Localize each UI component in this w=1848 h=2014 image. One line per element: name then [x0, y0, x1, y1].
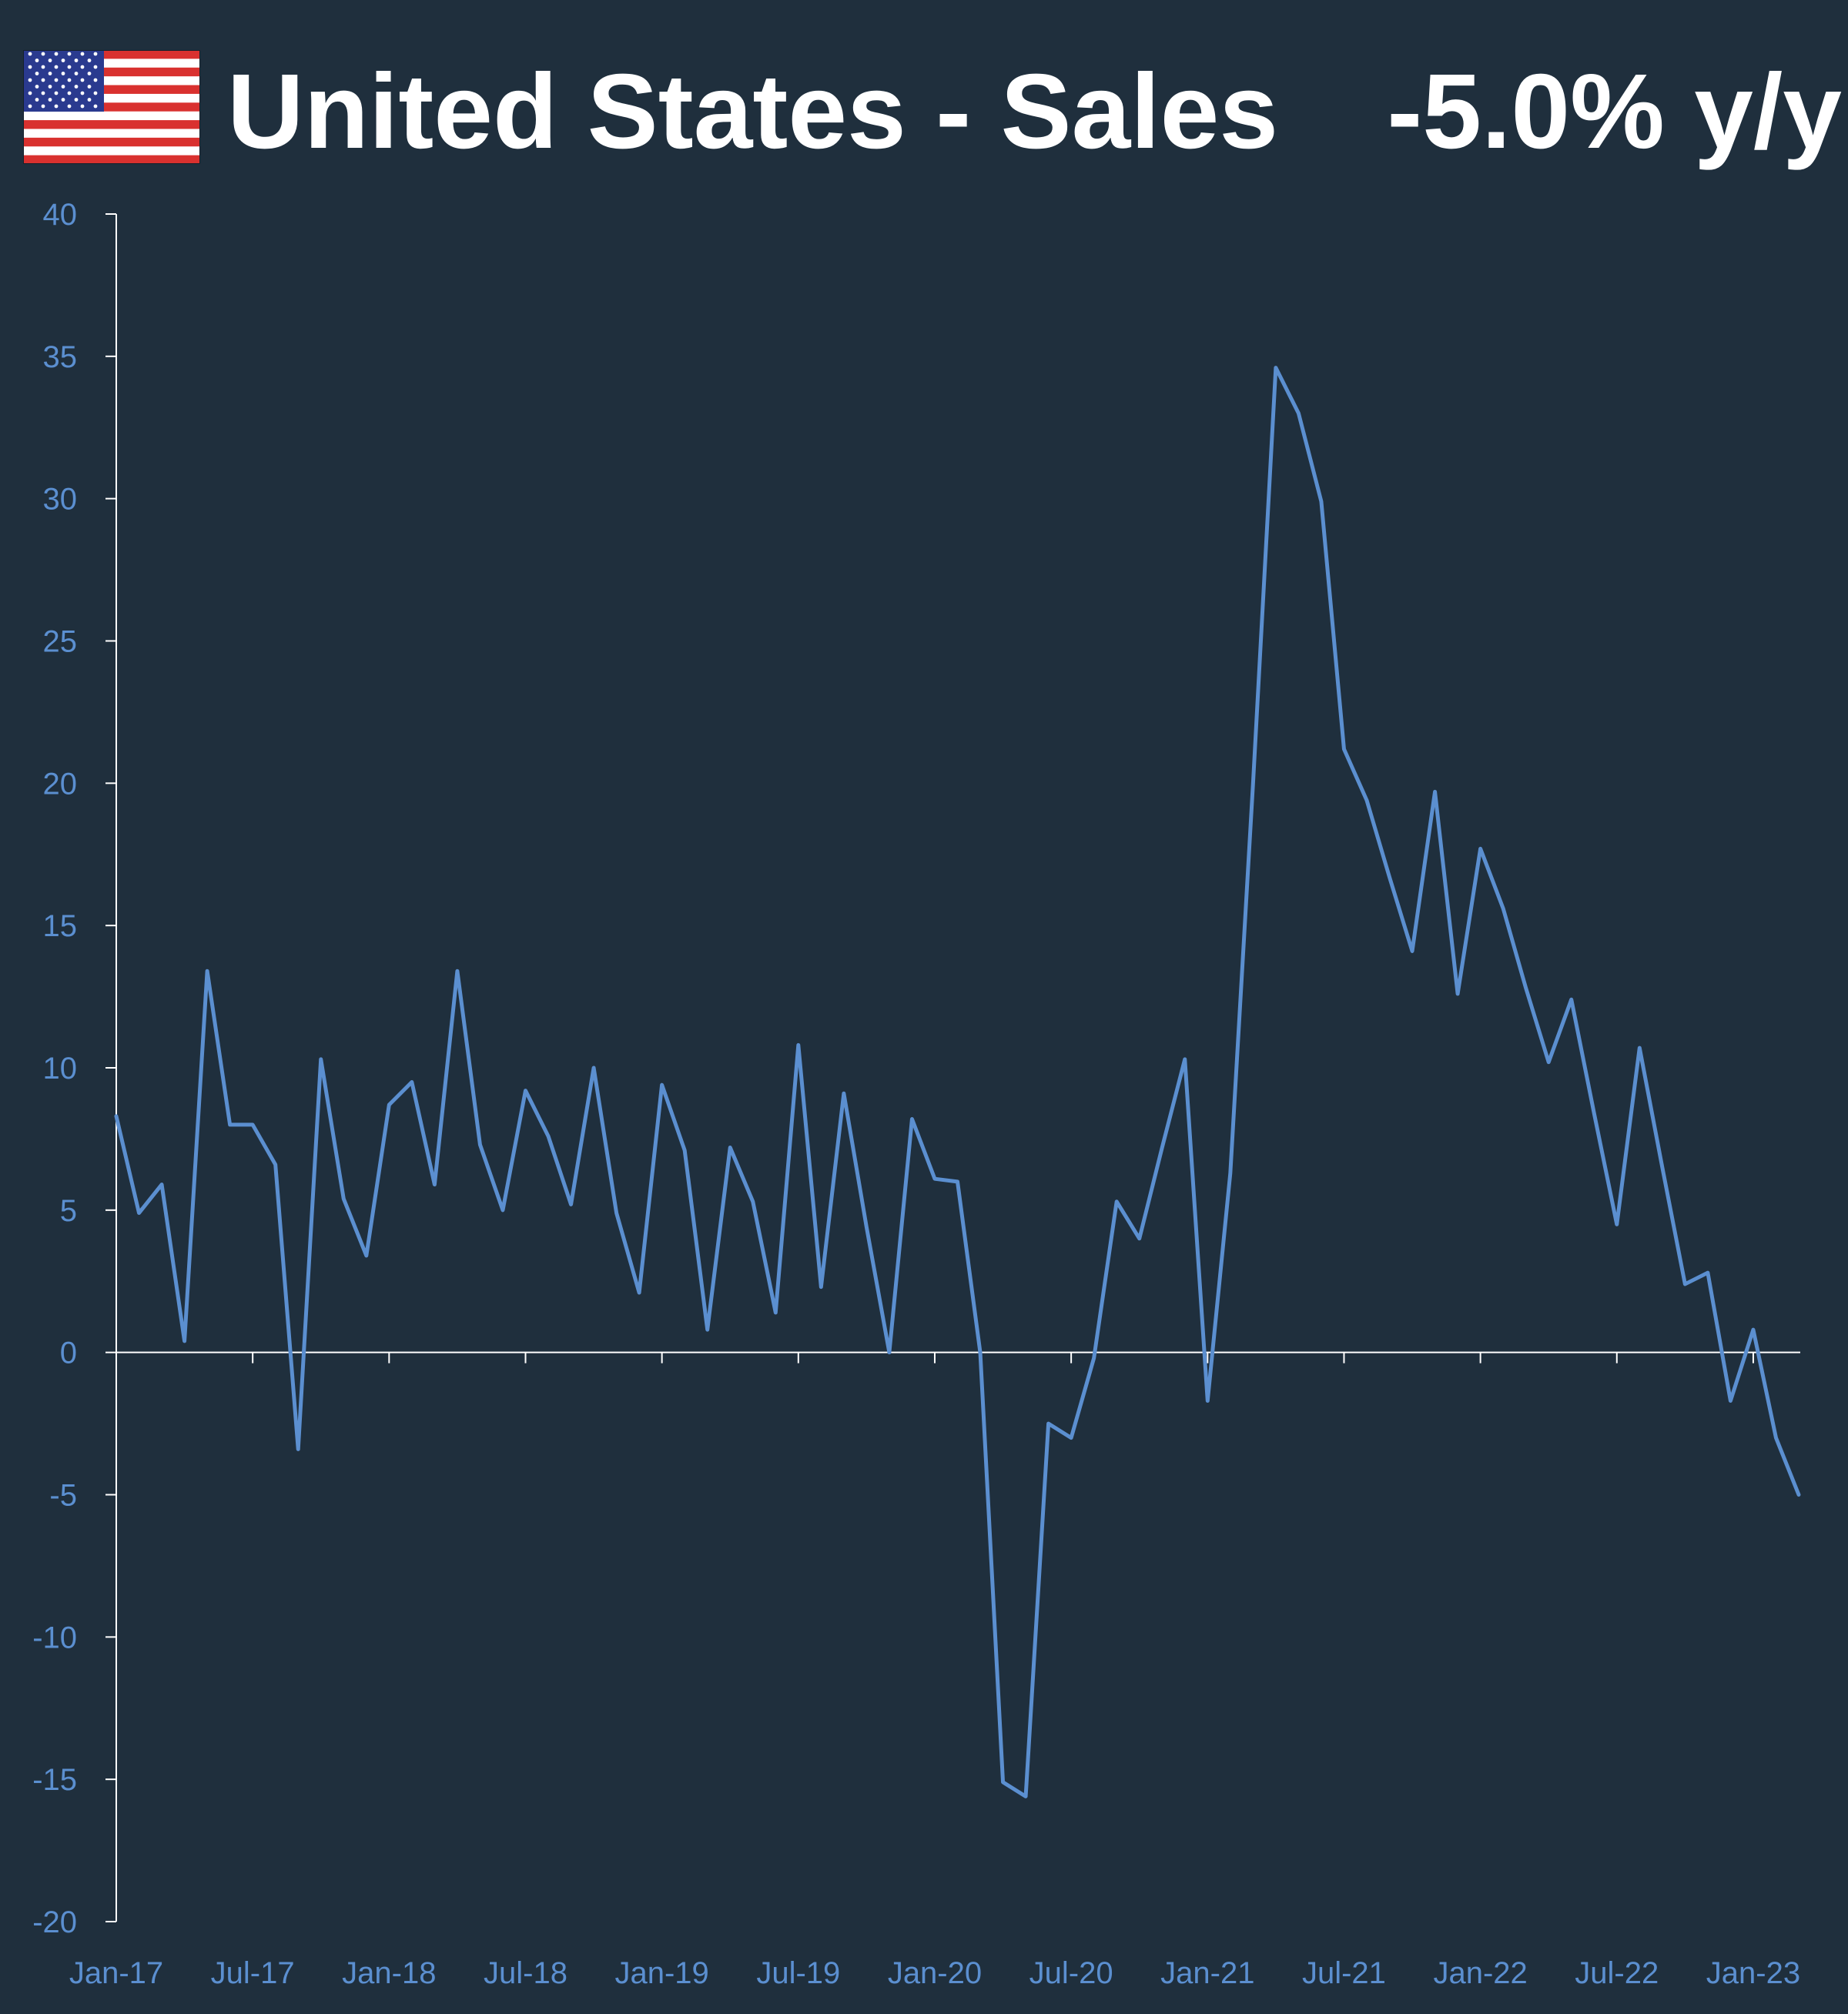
- us-flag-icon: [23, 50, 200, 164]
- y-tick-label: -5: [49, 1479, 77, 1513]
- x-tick-label: Jul-18: [484, 1956, 567, 1990]
- x-tick-label: Jan-21: [1160, 1956, 1254, 1990]
- x-axis-ticks: Jan-17 Jul-17 Jan-18 Jul-18 Jan-19 Jul-19 Jan-…: [69, 1352, 1800, 1990]
- x-tick-label: Jul-22: [1575, 1956, 1659, 1990]
- y-tick-label: 30: [43, 483, 78, 517]
- x-tick-label: Jan-18: [342, 1956, 436, 1990]
- x-tick-label: Jul-17: [211, 1956, 295, 1990]
- x-tick-label: Jan-17: [69, 1956, 163, 1990]
- header: United States - Sales -5.0% y/y: [0, 0, 1848, 192]
- axes: [116, 214, 1800, 1922]
- y-tick-label: 25: [43, 625, 78, 659]
- page-title: United States - Sales: [227, 52, 1279, 171]
- y-tick-label: -10: [32, 1621, 77, 1654]
- x-tick-label: Jan-22: [1433, 1956, 1527, 1990]
- y-tick-label: 20: [43, 767, 78, 801]
- x-tick-label: Jan-19: [614, 1956, 708, 1990]
- y-axis-ticks: 40 35 30 25 20 15 10 5 0 -5 -10 -15 -20: [32, 198, 116, 1939]
- y-tick-label: 5: [60, 1194, 77, 1228]
- x-tick-label: Jan-23: [1706, 1956, 1800, 1990]
- y-tick-label: 0: [60, 1337, 77, 1370]
- y-tick-label: -20: [32, 1905, 77, 1939]
- y-tick-label: -15: [32, 1763, 77, 1797]
- x-tick-label: Jul-21: [1302, 1956, 1386, 1990]
- x-tick-label: Jul-20: [1029, 1956, 1113, 1990]
- x-tick-label: Jul-19: [756, 1956, 840, 1990]
- y-tick-label: 10: [43, 1052, 78, 1086]
- y-tick-label: 40: [43, 198, 78, 232]
- x-tick-label: Jan-20: [888, 1956, 982, 1990]
- y-tick-label: 15: [43, 909, 78, 943]
- headline-value: -5.0% y/y: [1387, 52, 1842, 171]
- series-group: [114, 366, 1801, 1798]
- series-line: [114, 366, 1801, 1798]
- y-tick-label: 35: [43, 340, 78, 374]
